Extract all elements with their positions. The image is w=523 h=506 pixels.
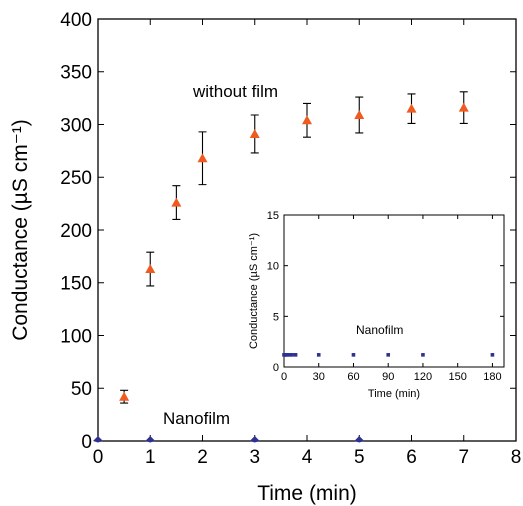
main-data-point <box>249 436 260 443</box>
main-x-tick-label: 6 <box>406 447 417 468</box>
main-data-point <box>302 115 312 125</box>
main-data-point <box>145 436 156 443</box>
main-y-axis-label: Conductance (µS cm⁻¹) <box>9 119 32 341</box>
main-x-tick-label: 7 <box>458 447 469 468</box>
inset-x-axis: 0 30 60 90 120 150 180 <box>281 215 502 383</box>
main-data-point <box>354 436 365 443</box>
inset-data-point <box>351 353 356 357</box>
main-y-tick-label: 100 <box>60 326 92 347</box>
main-data-point <box>197 153 208 163</box>
main-y-tick-label: 250 <box>60 168 92 189</box>
main-data-point <box>249 128 260 138</box>
inset-plot-frame <box>283 214 505 368</box>
inset-x-tick-label: 150 <box>449 371 467 383</box>
main-y-tick-label: 400 <box>60 10 92 31</box>
inset-x-tick-label: 180 <box>483 371 501 383</box>
inset-data-point <box>293 353 298 357</box>
inset-x-axis-label: Time (min) <box>368 388 420 400</box>
main-x-tick-label: 5 <box>354 447 365 468</box>
inset-y-tick-label: 10 <box>267 261 279 273</box>
inset-data-point <box>421 353 425 357</box>
main-y-tick-label: 50 <box>71 379 92 400</box>
main-y-tick-label: 200 <box>60 221 92 242</box>
inset-y-tick-label: 5 <box>273 311 279 323</box>
main-data-point <box>145 264 156 274</box>
main-x-axis: 0 1 2 3 4 5 6 7 8 <box>93 19 522 468</box>
main-x-tick-label: 1 <box>145 447 156 468</box>
inset-data-point <box>290 353 294 357</box>
inset-x-tick-label: 60 <box>347 371 359 383</box>
series-label-without-film: without film <box>192 82 278 101</box>
main-x-tick-label: 0 <box>93 447 104 468</box>
inset-background <box>284 215 504 367</box>
inset-data-point <box>287 353 292 357</box>
inset-y-axis-label: Conductance (µS cm⁻¹) <box>248 233 260 349</box>
main-y-tick-label: 150 <box>60 274 92 295</box>
main-data-point <box>93 436 103 443</box>
main-data-point <box>406 103 417 113</box>
inset-x-tick-label: 30 <box>313 371 325 383</box>
inset-x-tick-label: 120 <box>414 371 432 383</box>
main-x-tick-label: 4 <box>302 447 313 468</box>
main-data-point <box>119 391 130 401</box>
inset-y-axis: 0 5 10 15 <box>267 210 504 374</box>
inset-data-point <box>386 353 391 357</box>
series-label-nanofilm: Nanofilm <box>163 409 230 428</box>
inset-x-tick-label: 90 <box>382 371 394 383</box>
inset-series-layer <box>282 353 495 357</box>
inset-data-point <box>316 353 321 357</box>
inset-x-tick-label: 0 <box>281 371 287 383</box>
main-y-tick-label: 0 <box>81 432 92 453</box>
main-y-tick-label: 350 <box>60 63 92 84</box>
main-x-tick-label: 2 <box>197 447 208 468</box>
main-data-point <box>458 102 469 112</box>
inset-data-point <box>490 353 495 357</box>
main-x-tick-label: 3 <box>249 447 260 468</box>
main-data-point <box>354 110 365 120</box>
inset-data-point <box>285 353 290 357</box>
inset-y-tick-label: 0 <box>273 362 279 374</box>
inset-series-label-nanofilm: Nanofilm <box>356 323 403 337</box>
main-y-tick-label: 300 <box>60 115 92 136</box>
main-data-point <box>171 197 182 207</box>
main-x-axis-label: Time (min) <box>257 482 357 505</box>
main-series-layer <box>93 91 469 443</box>
main-x-tick-label: 8 <box>511 447 522 468</box>
inset-y-tick-label: 15 <box>267 210 279 222</box>
